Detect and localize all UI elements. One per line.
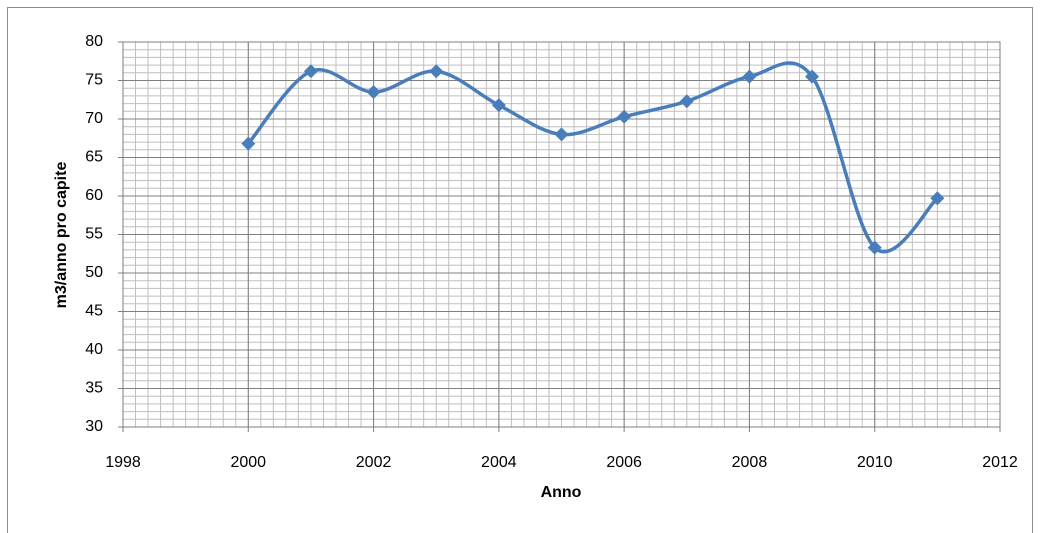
y-tick-label: 40 <box>85 341 103 358</box>
data-marker <box>805 69 820 84</box>
y-tick-label: 65 <box>85 149 103 166</box>
data-marker <box>491 98 506 113</box>
y-tick-label: 50 <box>85 264 103 281</box>
plot-border <box>122 41 1001 428</box>
data-marker <box>617 109 632 124</box>
x-tick-label: 2006 <box>606 454 642 471</box>
x-tick-label: 2008 <box>732 454 768 471</box>
data-marker <box>554 127 569 142</box>
y-tick-label: 30 <box>85 418 103 435</box>
x-tick-label: 2010 <box>857 454 893 471</box>
x-tick-label: 2002 <box>356 454 392 471</box>
data-marker <box>867 240 882 255</box>
data-marker <box>930 191 945 206</box>
data-marker <box>241 136 256 151</box>
y-tick-label: 45 <box>85 303 103 320</box>
data-marker <box>303 64 318 79</box>
y-tick-label: 70 <box>85 110 103 127</box>
y-tick-label: 75 <box>85 72 103 89</box>
x-tick-label: 2012 <box>982 454 1018 471</box>
x-axis-label: Anno <box>541 484 582 501</box>
data-marker <box>429 64 444 79</box>
x-tick-label: 2000 <box>230 454 266 471</box>
data-marker <box>679 94 694 109</box>
data-marker <box>742 69 757 84</box>
data-marker <box>366 85 381 100</box>
y-tick-label: 35 <box>85 380 103 397</box>
y-tick-label: 60 <box>85 187 103 204</box>
chart-border <box>7 7 1033 533</box>
x-tick-label: 1998 <box>105 454 141 471</box>
x-tick-label: 2004 <box>481 454 517 471</box>
y-tick-label: 55 <box>85 226 103 243</box>
y-axis-label: m3/anno pro capite <box>53 162 70 309</box>
y-tick-label: 80 <box>85 33 103 50</box>
